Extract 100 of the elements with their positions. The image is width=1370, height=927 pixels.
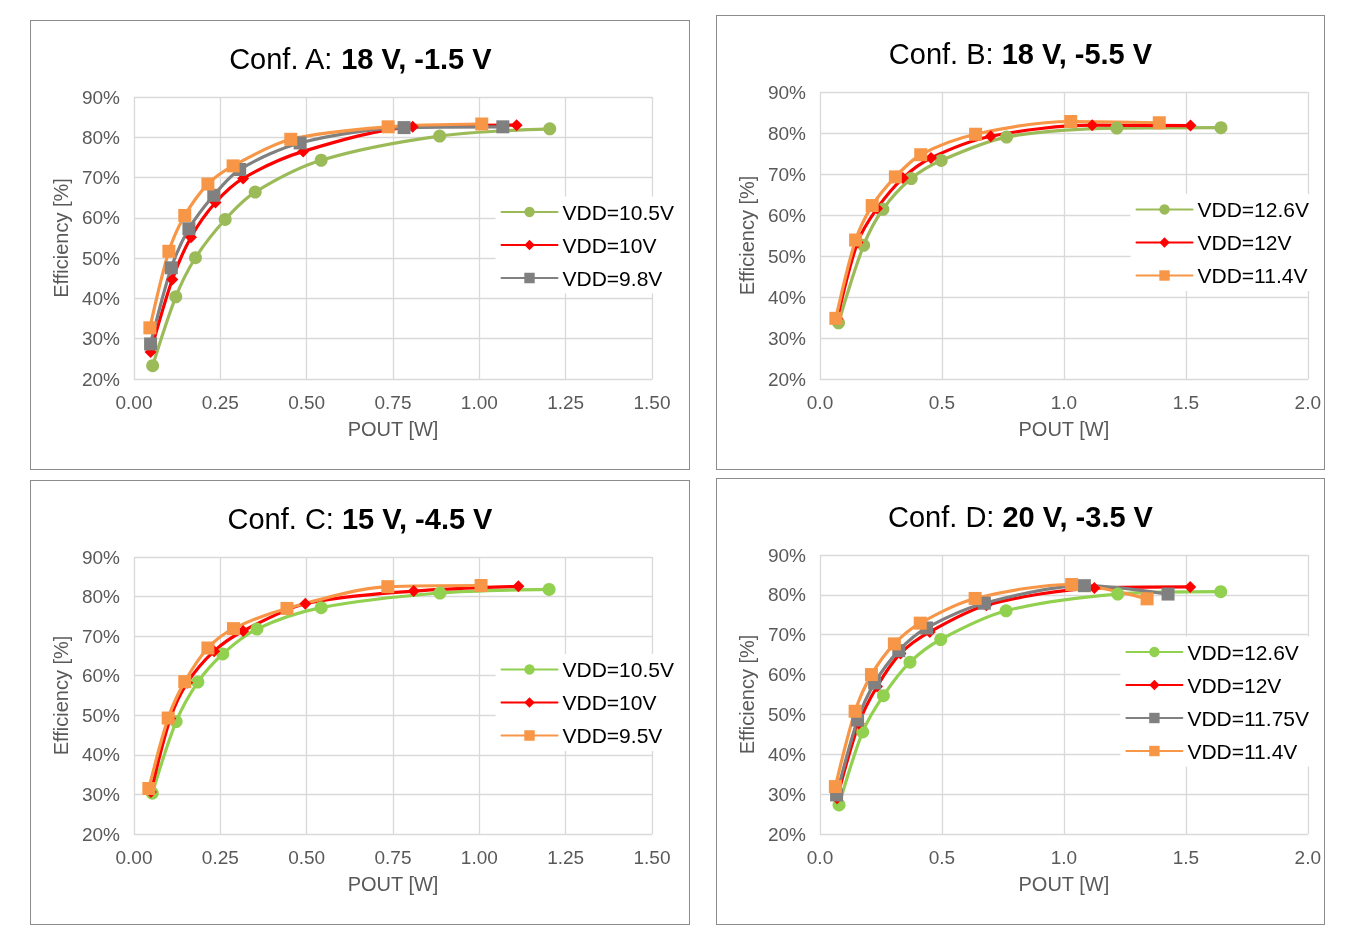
legend-label: VDD=12V <box>1187 673 1282 697</box>
x-tick-label: 1.00 <box>460 847 498 868</box>
point <box>999 604 1013 618</box>
point <box>166 273 179 286</box>
y-tick-label: 80% <box>767 122 807 144</box>
legend-label: VDD=11.75V <box>1187 706 1310 730</box>
legend-label: VDD=10.5V <box>562 200 674 224</box>
point <box>182 222 196 236</box>
y-axis-title: Efficiency [%] <box>50 178 73 298</box>
point <box>1000 130 1014 144</box>
x-tick-label: 0.25 <box>201 847 239 868</box>
y-axis-title: Efficiency [%] <box>736 634 759 755</box>
point <box>1214 121 1228 135</box>
x-tick-label: 0.0 <box>806 392 834 413</box>
point <box>848 704 862 718</box>
point <box>164 261 178 275</box>
point <box>888 170 902 184</box>
point <box>887 637 901 651</box>
point <box>284 132 298 146</box>
chart-title: Conf. D: 20 V, -3.5 V <box>888 500 1154 533</box>
y-tick-label: 60% <box>767 664 807 686</box>
legend-label: VDD=10V <box>562 691 657 714</box>
point <box>864 668 878 682</box>
y-tick-label: 80% <box>81 126 121 148</box>
point <box>218 212 232 226</box>
point <box>969 127 983 141</box>
point <box>1111 587 1125 601</box>
point <box>914 148 928 162</box>
y-axis-title: Efficiency [%] <box>50 635 73 756</box>
point <box>188 251 202 265</box>
point <box>903 655 917 669</box>
point <box>142 781 156 795</box>
point <box>475 117 489 131</box>
point <box>248 185 262 199</box>
point <box>433 129 447 143</box>
y-tick-label: 90% <box>81 86 121 108</box>
x-tick-label: 0.50 <box>288 392 326 413</box>
point <box>1184 580 1197 593</box>
point <box>407 585 420 598</box>
point <box>201 641 215 655</box>
point <box>1077 579 1091 593</box>
point <box>968 591 982 605</box>
y-tick-label: 50% <box>81 247 121 269</box>
x-axis-title: POUT [W] <box>1018 873 1110 895</box>
point <box>1110 121 1124 135</box>
y-tick-label: 50% <box>81 704 121 726</box>
y-tick-label: 30% <box>767 327 807 349</box>
y-tick-label: 30% <box>767 783 807 805</box>
x-tick-label: 1.5 <box>1172 392 1200 413</box>
y-tick-label: 60% <box>81 665 121 687</box>
x-tick-label: 0.75 <box>374 392 412 413</box>
point <box>542 582 556 596</box>
y-axis-title: Efficiency [%] <box>736 175 759 296</box>
point <box>314 153 328 167</box>
point <box>913 616 927 630</box>
point <box>496 120 510 134</box>
y-tick-label: 60% <box>81 207 121 229</box>
y-tick-label: 20% <box>767 368 807 390</box>
point <box>828 780 842 794</box>
legend-label: VDD=11.4V <box>1197 264 1308 287</box>
chart-title: Conf. C: 15 V, -4.5 V <box>227 502 494 535</box>
x-tick-label: 1.5 <box>1172 847 1200 868</box>
x-tick-label: 0.00 <box>115 392 153 413</box>
point <box>510 119 523 132</box>
point <box>543 122 557 136</box>
point <box>512 580 525 593</box>
y-tick-label: 90% <box>81 546 121 568</box>
point <box>191 675 205 689</box>
x-tick-label: 1.50 <box>633 392 671 413</box>
x-axis-title: POUT [W] <box>1018 418 1110 440</box>
x-tick-label: 1.25 <box>547 392 585 413</box>
point <box>146 359 160 373</box>
point <box>226 622 240 636</box>
legend-label: VDD=9.8V <box>562 266 663 290</box>
point <box>1214 585 1228 599</box>
point <box>934 633 948 646</box>
y-tick-label: 20% <box>81 823 121 845</box>
y-tick-label: 20% <box>767 823 807 845</box>
y-tick-label: 70% <box>767 624 807 646</box>
point <box>144 337 158 351</box>
y-tick-label: 70% <box>81 625 121 647</box>
chart-title: Conf. B: 18 V, -5.5 V <box>888 37 1153 70</box>
point <box>178 208 192 222</box>
y-tick-label: 30% <box>81 328 121 350</box>
point <box>865 199 879 213</box>
point <box>1161 587 1175 601</box>
point <box>381 580 395 594</box>
point <box>397 121 411 135</box>
y-tick-label: 70% <box>767 163 807 185</box>
x-tick-label: 0.50 <box>288 847 326 868</box>
y-tick-label: 50% <box>767 245 807 267</box>
legend-label: VDD=12.6V <box>1197 198 1309 221</box>
x-tick-label: 2.0 <box>1294 392 1321 413</box>
point <box>474 578 488 592</box>
x-tick-label: 0.0 <box>806 847 834 868</box>
x-tick-label: 1.0 <box>1050 847 1078 868</box>
legend-label: VDD=12.6V <box>1187 640 1299 664</box>
point <box>1152 116 1166 130</box>
point <box>1140 592 1154 606</box>
point <box>1064 115 1078 129</box>
